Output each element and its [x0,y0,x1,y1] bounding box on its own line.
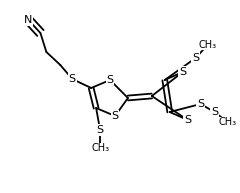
Text: S: S [179,67,186,77]
Text: S: S [96,125,104,135]
Text: S: S [211,107,218,117]
Text: S: S [111,111,119,121]
Text: CH₃: CH₃ [91,143,109,153]
Text: S: S [69,74,76,84]
Text: CH₃: CH₃ [218,117,236,127]
Text: N: N [24,15,33,25]
Text: S: S [197,99,204,109]
Text: S: S [184,115,191,125]
Text: S: S [107,75,114,85]
Text: CH₃: CH₃ [198,40,217,50]
Text: S: S [192,53,199,63]
